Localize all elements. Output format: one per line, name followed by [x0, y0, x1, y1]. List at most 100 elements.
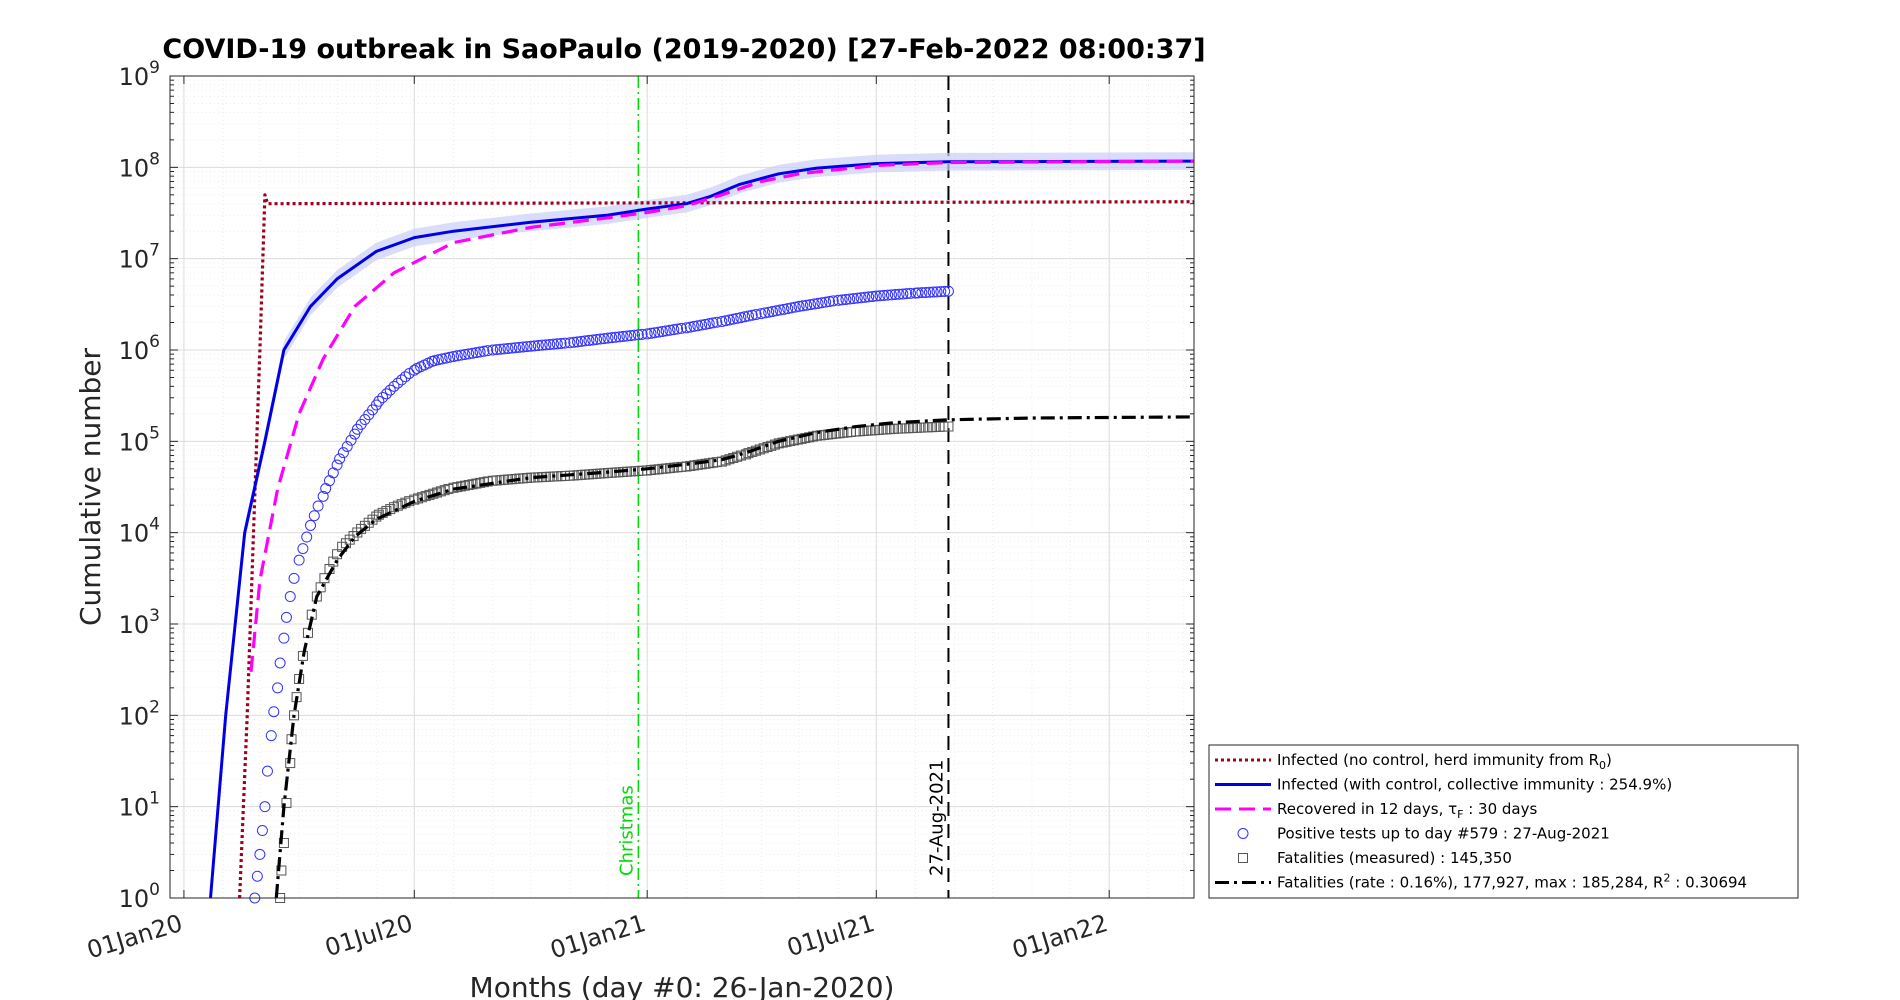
positive-test-marker — [478, 345, 490, 357]
positive-test-marker — [699, 318, 711, 330]
x-tick-label: 01Jan22 — [1009, 909, 1111, 964]
positive-test-marker — [559, 337, 571, 349]
positive-test-marker — [923, 286, 935, 298]
positive-test-marker — [763, 306, 775, 318]
recovered-line — [249, 159, 1195, 672]
fatality-marker — [432, 487, 443, 498]
legend-circle-marker — [1237, 828, 1249, 839]
fatality-marker — [416, 492, 427, 503]
positive-test-marker — [517, 341, 529, 353]
positive-test-marker — [672, 323, 684, 335]
y-tick-label: 109 — [119, 58, 160, 91]
positive-test-marker — [536, 339, 548, 351]
positive-test-marker — [555, 337, 567, 349]
positive-test-marker — [587, 334, 599, 346]
positive-test-marker — [625, 330, 637, 342]
positive-test-marker — [912, 287, 924, 299]
positive-test-marker — [889, 289, 901, 301]
positive-test-marker — [836, 294, 848, 306]
positive-test-marker — [474, 346, 486, 358]
fatality-marker — [681, 461, 692, 472]
positive-test-marker — [812, 297, 824, 309]
positive-test-marker — [848, 293, 860, 305]
positive-test-marker — [711, 316, 723, 328]
positive-test-marker — [529, 340, 541, 352]
positive-test-marker — [720, 315, 732, 327]
positive-test-marker — [551, 338, 563, 350]
fatality-marker — [720, 455, 731, 466]
positive-test-marker — [617, 330, 629, 342]
positive-test-marker — [774, 304, 786, 316]
fatality-marker — [789, 435, 800, 446]
fatality-marker — [796, 433, 807, 444]
positive-test-marker — [684, 321, 696, 333]
fatality-marker — [685, 460, 696, 471]
x-tick-label: 01Jan20 — [84, 909, 186, 964]
positive-test-marker — [297, 543, 309, 555]
positive-test-marker — [855, 292, 867, 304]
positive-test-marker — [288, 572, 300, 584]
fatality-marker — [289, 710, 300, 721]
positive-test-marker — [613, 331, 625, 343]
positive-test-marker — [731, 312, 743, 324]
positive-test-marker — [392, 377, 404, 389]
positive-test-marker — [750, 308, 762, 320]
y-tick-label: 103 — [119, 606, 160, 639]
positive-test-marker — [782, 303, 794, 315]
positive-test-marker — [268, 706, 280, 718]
positive-test-marker — [649, 327, 661, 339]
positive-test-marker — [801, 299, 813, 311]
legend-entry-fatalities-model: Fatalities (rate : 0.16%), 177,927, max … — [1277, 872, 1747, 892]
positive-test-marker — [432, 354, 444, 366]
positive-test-marker — [317, 490, 329, 502]
positive-test-marker — [816, 297, 828, 309]
fatality-marker — [276, 865, 287, 876]
positive-test-marker — [491, 344, 503, 356]
y-tick-label: 106 — [119, 332, 160, 365]
positive-test-marker — [621, 330, 633, 342]
positive-test-marker — [602, 332, 614, 344]
positive-test-marker — [653, 326, 665, 338]
positive-test-marker — [770, 305, 782, 317]
positive-test-marker — [370, 399, 382, 411]
fatality-marker — [735, 450, 746, 461]
positive-test-marker — [380, 388, 392, 400]
positive-test-marker — [451, 350, 463, 362]
positive-test-marker — [591, 333, 603, 345]
positive-test-marker — [444, 351, 456, 363]
fatality-marker — [938, 421, 949, 432]
positive-test-marker — [594, 333, 606, 345]
fatalities-model-line — [274, 415, 1195, 899]
positive-test-marker — [572, 336, 584, 348]
positive-test-marker — [265, 730, 277, 742]
legend-box — [1208, 744, 1799, 899]
positive-test-marker — [548, 338, 560, 350]
positive-test-marker — [606, 332, 618, 344]
plot-frame — [169, 75, 1195, 899]
positive-test-marker — [502, 342, 514, 354]
x-tick-label: 01Jul21 — [784, 909, 878, 962]
positive-test-marker — [636, 328, 648, 340]
positive-test-marker — [274, 657, 286, 669]
positive-test-marker — [540, 339, 552, 351]
positive-test-marker — [735, 312, 747, 324]
positive-test-marker — [668, 324, 680, 336]
fatality-marker — [808, 431, 819, 442]
positive-test-marker — [739, 311, 751, 323]
positive-test-marker — [808, 298, 820, 310]
fatality-marker — [716, 456, 727, 467]
series-layer — [209, 159, 1195, 904]
positive-test-marker — [455, 349, 467, 361]
positive-test-marker — [851, 292, 863, 304]
positive-test-marker — [927, 286, 939, 298]
positive-test-marker — [345, 434, 357, 446]
positive-test-marker — [707, 317, 719, 329]
positive-test-marker — [254, 848, 266, 860]
legend: Infected (no control, herd immunity from… — [1208, 744, 1799, 899]
positive-test-marker — [840, 293, 852, 305]
positive-test-marker — [885, 289, 897, 301]
positive-test-marker — [440, 352, 452, 364]
fatality-marker — [943, 421, 954, 432]
fatality-marker — [692, 459, 703, 470]
positive-test-marker — [448, 350, 460, 362]
